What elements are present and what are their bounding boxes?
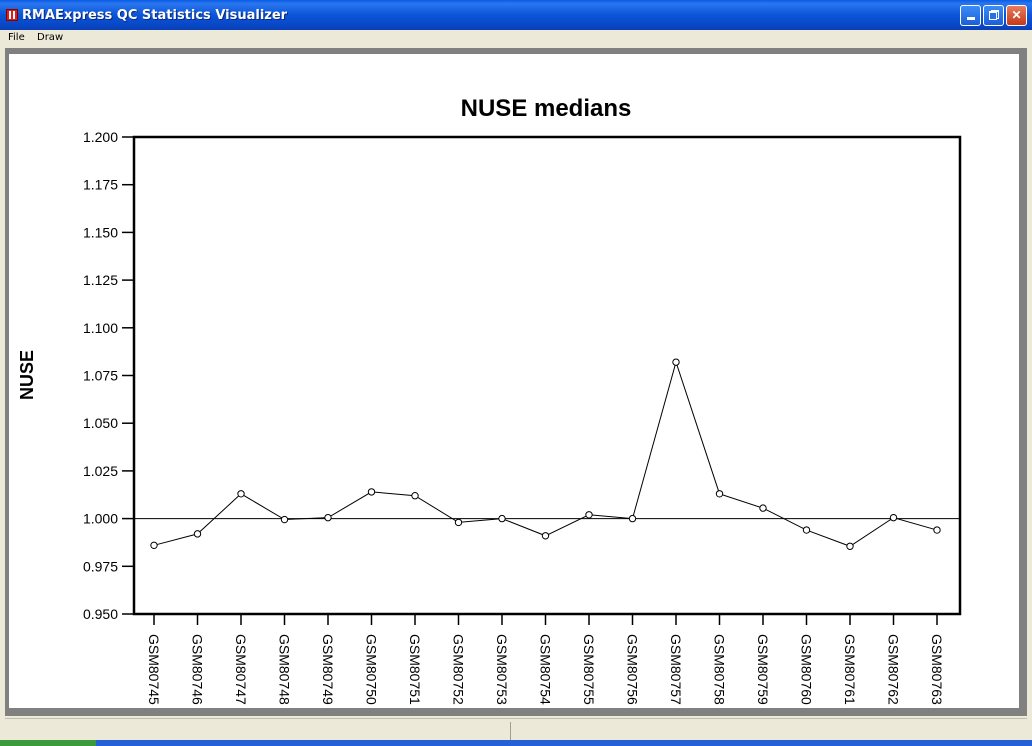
plot-box bbox=[132, 135, 962, 616]
x-tick-label: GSM80753 bbox=[494, 634, 510, 705]
app-icon bbox=[6, 9, 18, 21]
data-point bbox=[802, 526, 811, 534]
menu-file[interactable]: File bbox=[8, 32, 25, 43]
x-tick-label: GSM80751 bbox=[407, 634, 423, 705]
data-point bbox=[280, 515, 289, 524]
x-tick-label: GSM80761 bbox=[842, 634, 858, 705]
y-axis-label: NUSE bbox=[17, 350, 37, 400]
menu-bar: File Draw bbox=[0, 30, 1032, 48]
x-axis: GSM80745 GSM80746 GSM80747 GSM80748 GSM80749… bbox=[146, 614, 945, 705]
data-point bbox=[324, 513, 332, 522]
y-tick-label: 1.025 bbox=[83, 463, 118, 479]
data-point bbox=[628, 514, 637, 523]
y-tick-label: 1.000 bbox=[83, 511, 118, 527]
x-tick-label: GSM80758 bbox=[712, 634, 728, 705]
x-tick-label: GSM80748 bbox=[277, 634, 293, 705]
data-points bbox=[150, 358, 941, 550]
x-tick-label: GSM80749 bbox=[320, 634, 336, 705]
x-tick-label: GSM80756 bbox=[625, 634, 641, 705]
data-point bbox=[759, 504, 767, 512]
x-tick-label: GSM80757 bbox=[668, 634, 684, 705]
data-point bbox=[541, 532, 550, 540]
y-tick-label: 1.075 bbox=[83, 368, 118, 384]
data-point bbox=[454, 518, 463, 527]
y-tick-label: 1.175 bbox=[83, 177, 118, 193]
data-point bbox=[150, 541, 158, 550]
x-tick-label: GSM80750 bbox=[364, 634, 380, 705]
y-tick-label: 1.100 bbox=[83, 320, 118, 336]
y-tick-label: 1.150 bbox=[83, 224, 118, 240]
data-point bbox=[585, 511, 593, 519]
data-point bbox=[672, 358, 680, 366]
data-point bbox=[193, 530, 202, 538]
data-point bbox=[715, 490, 724, 498]
taskbar bbox=[0, 740, 1032, 746]
data-point bbox=[933, 526, 941, 534]
x-tick-label: GSM80752 bbox=[451, 634, 467, 705]
status-bar bbox=[5, 718, 1027, 741]
x-tick-label: GSM80755 bbox=[581, 634, 597, 705]
data-point bbox=[889, 513, 898, 522]
close-button[interactable]: ✕ bbox=[1006, 5, 1027, 26]
y-tick-label: 1.125 bbox=[83, 272, 118, 288]
y-tick-label: 1.050 bbox=[83, 415, 118, 431]
data-point bbox=[411, 492, 419, 500]
plot-area: NUSE medians NUSE 0.950 0.975 1.000 1.025 1.… bbox=[9, 54, 1019, 708]
x-tick-label: GSM80747 bbox=[233, 634, 249, 705]
status-separator bbox=[510, 722, 511, 740]
data-point bbox=[846, 542, 854, 550]
y-tick-label: 0.950 bbox=[83, 606, 118, 622]
x-tick-label: GSM80763 bbox=[929, 634, 945, 705]
data-point bbox=[498, 514, 506, 523]
window-title: RMAExpress QC Statistics Visualizer bbox=[22, 8, 288, 23]
x-tick-label: GSM80746 bbox=[190, 634, 206, 705]
close-icon: ✕ bbox=[1011, 8, 1022, 22]
y-tick-label: 1.200 bbox=[83, 129, 118, 145]
menu-draw[interactable]: Draw bbox=[37, 32, 64, 43]
restore-button[interactable] bbox=[983, 5, 1004, 26]
minimize-button[interactable] bbox=[960, 5, 981, 26]
minimize-icon bbox=[966, 17, 975, 20]
y-tick-label: 0.975 bbox=[83, 558, 118, 574]
nuse-line-chart: NUSE medians NUSE 0.950 0.975 1.000 1.025 1.… bbox=[17, 95, 962, 705]
chart-title: NUSE medians bbox=[461, 95, 632, 122]
data-point bbox=[237, 490, 245, 498]
x-tick-label: GSM80754 bbox=[538, 634, 554, 705]
y-axis: 0.950 0.975 1.000 1.025 1.050 1.075 1.100 1.125… bbox=[83, 129, 134, 622]
x-tick-label: GSM80745 bbox=[146, 634, 162, 705]
restore-icon bbox=[988, 10, 999, 20]
x-tick-label: GSM80759 bbox=[755, 634, 771, 705]
x-tick-label: GSM80762 bbox=[886, 634, 902, 705]
title-bar: RMAExpress QC Statistics Visualizer ✕ bbox=[0, 0, 1032, 30]
x-tick-label: GSM80760 bbox=[799, 634, 815, 705]
data-point bbox=[367, 488, 376, 496]
